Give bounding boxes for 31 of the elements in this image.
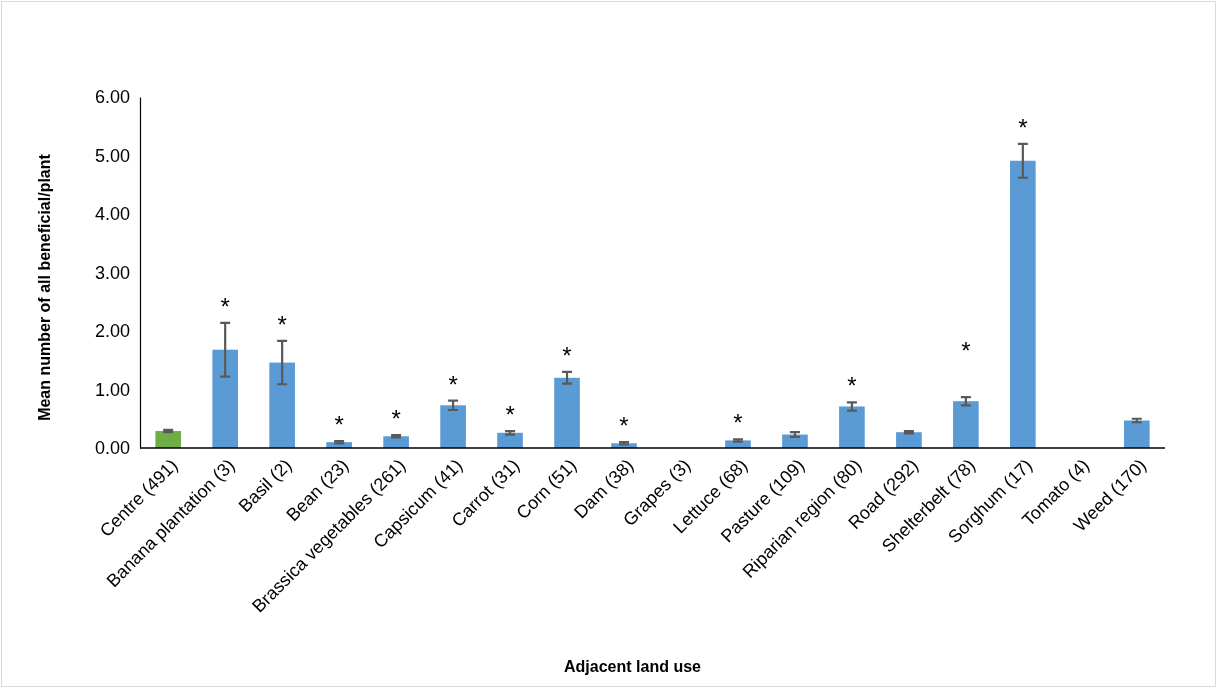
bar (554, 377, 580, 448)
bar (212, 349, 238, 448)
x-axis-title: Adjacent land use (564, 658, 702, 675)
annotation: * (1018, 113, 1028, 141)
annotation: * (733, 409, 743, 437)
annotation: * (847, 372, 857, 400)
y-tick-label: 6.00 (94, 87, 130, 108)
y-axis-title: Mean number of all beneficial/plant (36, 153, 53, 421)
annotation: * (220, 292, 230, 320)
annotation: * (391, 405, 401, 433)
annotation: * (334, 410, 344, 438)
bar (896, 432, 922, 448)
bar (953, 401, 979, 448)
y-tick-label: 1.00 (94, 379, 130, 400)
bar (1010, 160, 1036, 448)
bar (839, 406, 865, 448)
bar (1123, 420, 1150, 448)
annotation: * (277, 310, 287, 338)
y-tick-label: 4.00 (94, 204, 130, 225)
annotation: * (961, 337, 971, 365)
bar (155, 431, 182, 448)
y-tick-label: 3.00 (94, 262, 130, 283)
annotation: * (562, 341, 572, 369)
annotation: * (619, 412, 629, 440)
annotation: * (505, 401, 515, 429)
y-tick-label: 2.00 (94, 321, 130, 342)
y-tick-label: 5.00 (94, 145, 130, 166)
annotation: * (448, 370, 458, 398)
bar (269, 362, 295, 448)
y-tick-label: 0.00 (94, 438, 130, 459)
bar (440, 405, 466, 448)
